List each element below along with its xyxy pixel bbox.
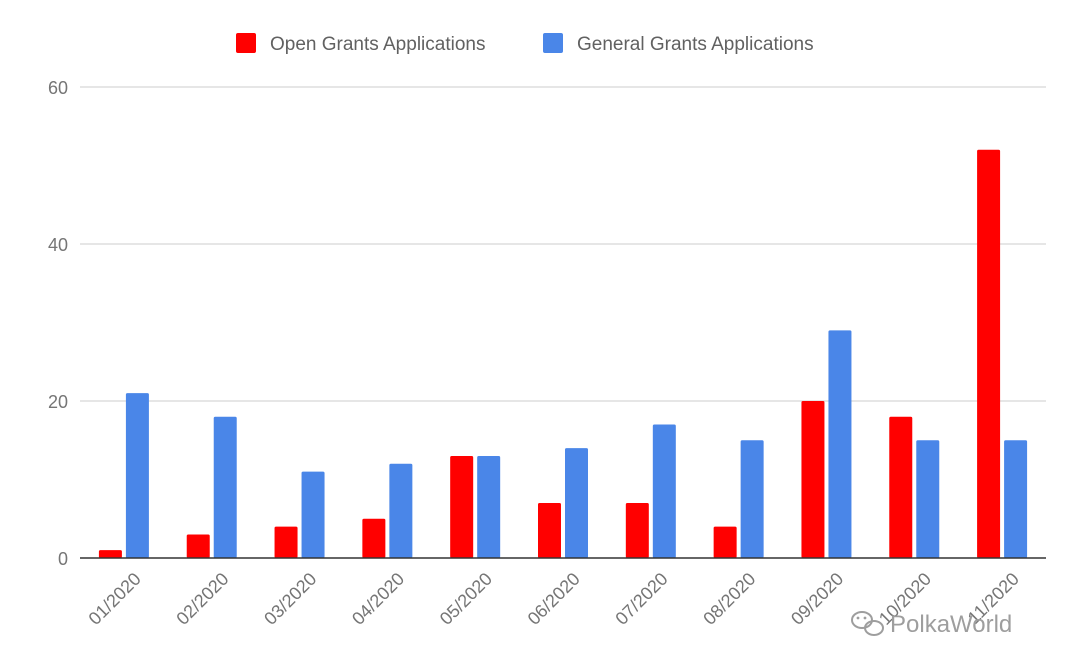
x-tick-label: 05/2020	[436, 569, 496, 629]
bar-open-09-2020	[801, 401, 825, 558]
legend-swatch-open	[236, 33, 256, 53]
y-tick-label: 0	[58, 549, 68, 569]
bar-open-11-2020	[977, 149, 1001, 559]
x-tick-label: 07/2020	[611, 569, 671, 629]
x-axis-ticks: 01/2020 02/2020 03/2020 04/2020 05/2020 06/20…	[85, 569, 1023, 629]
wechat-icon	[851, 611, 884, 636]
bar-open-02-2020	[186, 534, 210, 558]
bar-general-06-2020	[565, 448, 588, 558]
y-axis-ticks: 0 20 40 60	[48, 78, 68, 569]
x-tick-label: 06/2020	[524, 569, 584, 629]
bar-open-10-2020	[889, 416, 913, 558]
y-tick-label: 20	[48, 392, 68, 412]
bar-general-07-2020	[652, 424, 676, 558]
bar-open-03-2020	[274, 526, 298, 558]
bar-open-06-2020	[538, 503, 561, 558]
bar-general-05-2020	[477, 455, 501, 558]
bar-open-01-2020	[98, 550, 122, 558]
bar-general-01-2020	[125, 393, 149, 558]
bar-open-08-2020	[713, 526, 737, 558]
x-tick-label: 02/2020	[172, 569, 232, 629]
bar-general-08-2020	[740, 440, 764, 558]
x-tick-label: 04/2020	[348, 569, 408, 629]
legend-label-open: Open Grants Applications	[270, 34, 485, 55]
bar-open-07-2020	[625, 503, 649, 558]
x-tick-label: 09/2020	[787, 569, 847, 629]
x-tick-label: 08/2020	[699, 569, 759, 629]
bars	[98, 149, 1028, 559]
bar-general-10-2020	[916, 440, 940, 558]
watermark: PolkaWorld	[851, 611, 1012, 638]
y-tick-label: 60	[48, 78, 68, 98]
x-tick-label: 03/2020	[260, 569, 320, 629]
bar-general-03-2020	[301, 471, 325, 558]
gridlines	[80, 86, 1046, 402]
bar-general-04-2020	[389, 463, 413, 558]
bar-general-11-2020	[1004, 440, 1028, 558]
x-tick-label: 01/2020	[85, 569, 145, 629]
y-tick-label: 40	[48, 235, 68, 255]
bar-open-04-2020	[362, 518, 386, 558]
legend-swatch-general	[543, 33, 563, 53]
legend: Open Grants Applications General Grants A…	[236, 33, 814, 55]
bar-general-09-2020	[828, 330, 852, 558]
legend-label-general: General Grants Applications	[577, 34, 814, 55]
bar-general-02-2020	[213, 416, 237, 558]
watermark-text: PolkaWorld	[890, 611, 1012, 638]
bar-open-05-2020	[450, 455, 474, 558]
